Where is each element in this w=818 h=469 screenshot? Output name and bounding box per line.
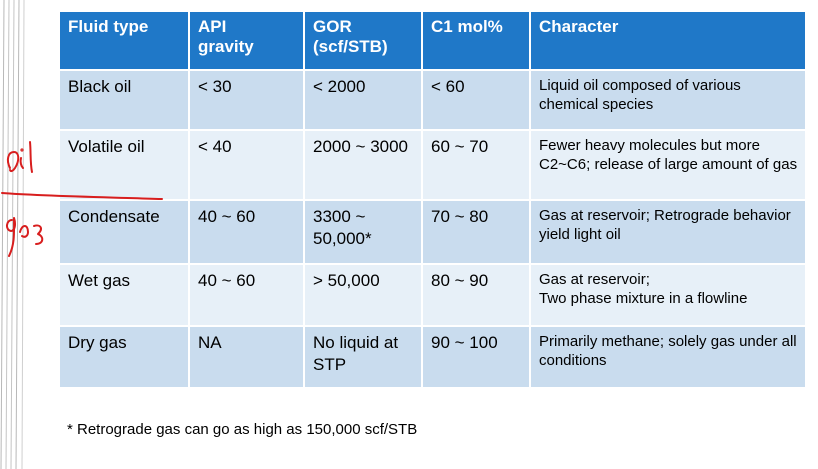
table-row: Dry gas NA No liquid at STP 90 ~ 100 Pri… xyxy=(60,326,807,389)
cell-character: Liquid oil composed of various chemical … xyxy=(530,70,807,131)
cell-gor: No liquid at STP xyxy=(304,326,423,389)
cell-gor: 2000 ~ 3000 xyxy=(304,130,423,201)
cell-api: < 30 xyxy=(189,70,305,131)
notebook-margin-lines xyxy=(0,0,25,469)
cell-fluid-type: Condensate xyxy=(60,200,190,265)
cell-character: Primarily methane; solely gas under all … xyxy=(530,326,807,389)
header-api-gravity: API gravity xyxy=(189,12,305,71)
cell-character: Gas at reservoir; Retrograde behavior yi… xyxy=(530,200,807,265)
header-character: Character xyxy=(530,12,807,71)
cell-fluid-type: Dry gas xyxy=(60,326,190,389)
fluid-properties-table: Fluid type API gravity GOR (scf/STB) C1 mo… xyxy=(60,12,807,389)
cell-c1: 60 ~ 70 xyxy=(422,130,531,201)
header-c1-mol: C1 mol% xyxy=(422,12,531,71)
cell-c1: 70 ~ 80 xyxy=(422,200,531,265)
cell-api: 40 ~ 60 xyxy=(189,264,305,327)
cell-c1: 80 ~ 90 xyxy=(422,264,531,327)
header-fluid-type: Fluid type xyxy=(60,12,190,71)
cell-gor: > 50,000 xyxy=(304,264,423,327)
cell-fluid-type: Wet gas xyxy=(60,264,190,327)
cell-fluid-type: Black oil xyxy=(60,70,190,131)
header-gor: GOR (scf/STB) xyxy=(304,12,423,71)
cell-api: NA xyxy=(189,326,305,389)
cell-character: Fewer heavy molecules but more C2~C6; re… xyxy=(530,130,807,201)
table-row: Condensate 40 ~ 60 3300 ~ 50,000* 70 ~ 8… xyxy=(60,200,807,265)
cell-gor: 3300 ~ 50,000* xyxy=(304,200,423,265)
footnote: * Retrograde gas can go as high as 150,0… xyxy=(67,421,418,438)
cell-api: < 40 xyxy=(189,130,305,201)
table-header-row: Fluid type API gravity GOR (scf/STB) C1 mo… xyxy=(60,12,807,71)
cell-gor: < 2000 xyxy=(304,70,423,131)
table-row: Black oil < 30 < 2000 < 60 Liquid oil co… xyxy=(60,70,807,131)
cell-fluid-type: Volatile oil xyxy=(60,130,190,201)
table-row: Volatile oil < 40 2000 ~ 3000 60 ~ 70 Fe… xyxy=(60,130,807,201)
cell-character: Gas at reservoir; Two phase mixture in a … xyxy=(530,264,807,327)
table-row: Wet gas 40 ~ 60 > 50,000 80 ~ 90 Gas at … xyxy=(60,264,807,327)
cell-c1: < 60 xyxy=(422,70,531,131)
cell-api: 40 ~ 60 xyxy=(189,200,305,265)
cell-c1: 90 ~ 100 xyxy=(422,326,531,389)
